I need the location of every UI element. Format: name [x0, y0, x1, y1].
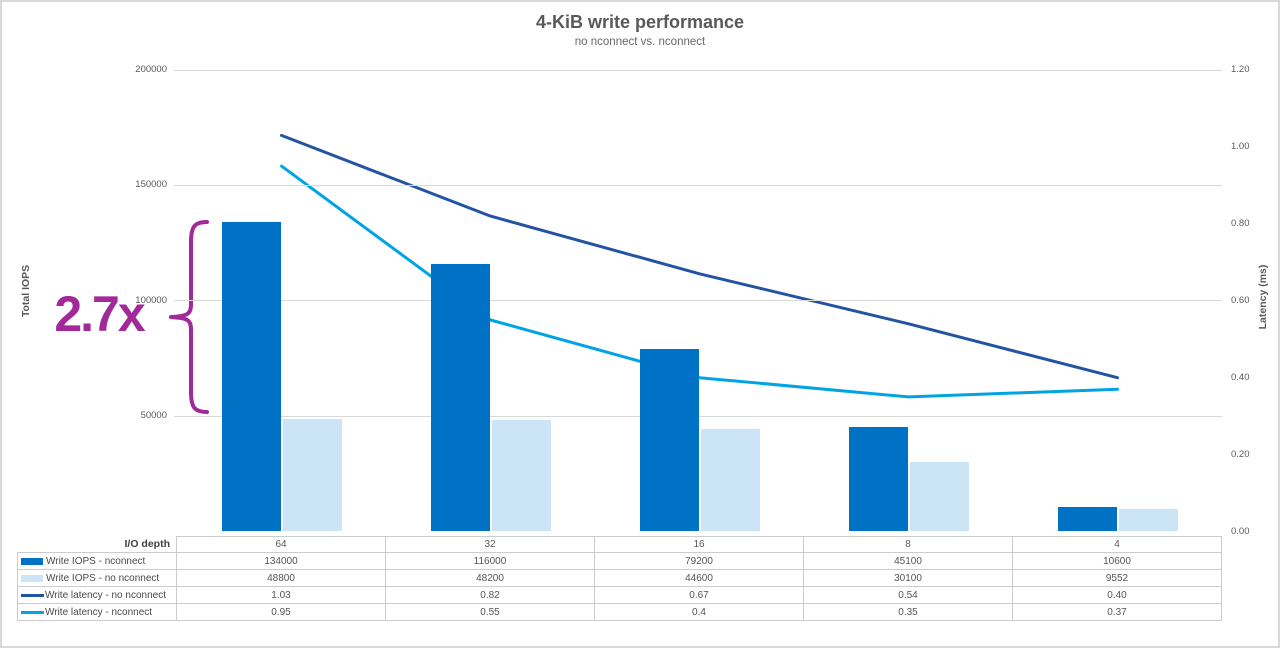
table-value-cell: 0.67 — [595, 587, 804, 604]
y-axis-tick-left: 200000 — [135, 64, 167, 75]
y-axis-tick-right: 0.80 — [1231, 217, 1250, 229]
table-value-cell: 45100 — [804, 553, 1013, 570]
x-axis-category-label: 16 — [595, 536, 804, 553]
y-axis-tick-right: 1.20 — [1231, 64, 1250, 75]
table-header-io-depth: I/O depth — [17, 536, 177, 553]
y-axis-tick-right: 0.00 — [1231, 525, 1250, 537]
bar-nconnect — [1057, 507, 1117, 532]
table-value-cell: 1.03 — [177, 587, 386, 604]
legend-cell: Write latency - no nconnect — [17, 587, 177, 604]
brace-annotation — [169, 220, 209, 414]
table-value-cell: 30100 — [804, 570, 1013, 587]
brace-icon — [169, 220, 209, 414]
y-axis-tick-left: 100000 — [135, 294, 167, 306]
gridline — [174, 184, 1222, 186]
y-axis-tick-right: 0.60 — [1231, 294, 1250, 306]
bar-no-nconnect — [909, 462, 969, 532]
table-value-cell: 116000 — [386, 553, 595, 570]
table-value-cell: 79200 — [595, 553, 804, 570]
table-value-cell: 0.82 — [386, 587, 595, 604]
bar-nconnect — [848, 427, 908, 532]
table-value-cell: 10600 — [1013, 553, 1222, 570]
line-swatch-icon — [21, 593, 44, 597]
table-value-cell: 0.4 — [595, 604, 804, 621]
legend-label: Write latency - no nconnect — [45, 589, 166, 601]
table-value-cell: 9552 — [1013, 570, 1222, 587]
table-value-cell: 0.35 — [804, 604, 1013, 621]
chart-title: 4-KiB write performance — [535, 12, 745, 32]
line-latency-no-nconnect — [280, 133, 1119, 380]
bar-no-nconnect — [700, 428, 760, 532]
bar-swatch-icon — [21, 557, 43, 565]
bar-no-nconnect — [1118, 509, 1178, 532]
table-value-cell: 134000 — [177, 553, 386, 570]
legend-cell: Write latency - nconnect — [17, 604, 177, 621]
legend-cell: Write IOPS - no nconnect — [17, 570, 177, 587]
bar-nconnect — [430, 263, 490, 532]
line-latency-nconnect — [280, 164, 1119, 399]
x-axis-category-label: 8 — [804, 536, 1013, 553]
table-value-cell: 0.40 — [1013, 587, 1222, 604]
table-value-cell: 44600 — [595, 570, 804, 587]
ratio-annotation: 2.7x — [54, 286, 145, 342]
bar-no-nconnect — [491, 420, 551, 532]
table-value-cell: 48800 — [177, 570, 386, 587]
table-value-cell: 0.37 — [1013, 604, 1222, 621]
legend-cell: Write IOPS - nconnect — [17, 553, 177, 570]
y-axis-title-left: Total IOPS — [20, 264, 32, 318]
legend-label: Write IOPS - no nconnect — [46, 572, 160, 584]
table-value-cell: 0.54 — [804, 587, 1013, 604]
y-axis-tick-right: 1.00 — [1231, 140, 1250, 152]
bar-no-nconnect — [282, 418, 342, 532]
line-series-layer — [280, 133, 1119, 399]
bar-nconnect — [221, 222, 281, 532]
chart-subtitle: no nconnect vs. nconnect — [574, 36, 706, 48]
y-axis-tick-right: 0.20 — [1231, 448, 1250, 460]
line-swatch-icon — [21, 610, 44, 614]
x-axis-category-label: 64 — [177, 536, 386, 553]
bar-swatch-icon — [21, 574, 43, 582]
table-value-cell: 0.55 — [386, 604, 595, 621]
y-axis-tick-right: 0.40 — [1231, 371, 1250, 383]
y-axis-tick-left: 150000 — [135, 179, 167, 191]
gridline — [174, 300, 1222, 302]
table-value-cell: 0.95 — [177, 604, 386, 621]
gridline — [174, 69, 1222, 71]
data-table: I/O depth 64 32 16 8 4 Write IOPS - nconnect 13… — [17, 536, 1222, 621]
x-axis-category-label: 32 — [386, 536, 595, 553]
legend-label: Write latency - nconnect — [45, 606, 153, 618]
x-axis-category-label: 4 — [1013, 536, 1222, 553]
table-value-cell: 48200 — [386, 570, 595, 587]
legend-label: Write IOPS - nconnect — [46, 555, 146, 567]
bar-nconnect — [639, 348, 699, 532]
y-axis-tick-left: 50000 — [140, 410, 167, 422]
